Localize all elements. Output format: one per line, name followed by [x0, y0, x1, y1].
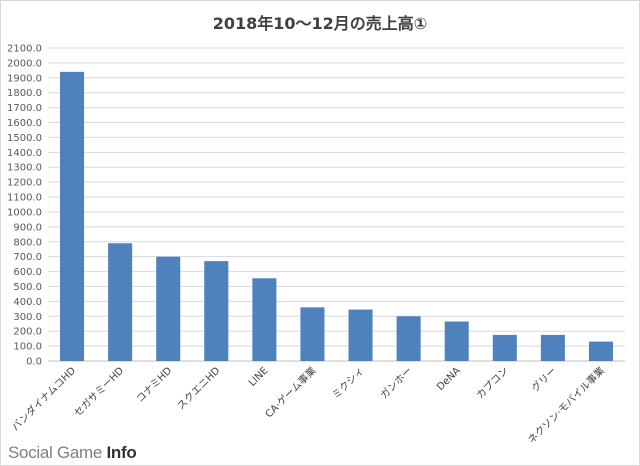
y-tick-label: 1300.0 — [7, 163, 42, 174]
y-tick-label: 500.0 — [13, 282, 42, 293]
y-tick-label: 400.0 — [13, 297, 42, 308]
y-tick-label: 1100.0 — [7, 193, 42, 204]
bar — [396, 316, 421, 361]
y-tick-label: 1800.0 — [7, 88, 42, 99]
logo-suffix: Info — [106, 443, 137, 462]
y-tick-label: 100.0 — [13, 342, 42, 353]
y-tick-label: 1700.0 — [7, 103, 42, 114]
y-tick-label: 1000.0 — [7, 207, 42, 218]
y-tick-label: 1400.0 — [7, 148, 42, 159]
y-tick-label: 2000.0 — [7, 58, 42, 69]
bar — [252, 278, 277, 361]
y-tick-label: 200.0 — [13, 327, 42, 338]
y-tick-label: 1200.0 — [7, 178, 42, 189]
bar — [492, 334, 517, 361]
bar — [588, 341, 613, 361]
y-tick-label: 1500.0 — [7, 133, 42, 144]
x-tick-label: セガサミーHD — [72, 364, 127, 419]
x-tick-label: カプコン — [474, 365, 511, 402]
y-tick-label: 300.0 — [13, 312, 42, 323]
y-tick-label: 1900.0 — [7, 73, 42, 84]
x-tick-label: CA·ゲーム事業 — [262, 364, 318, 420]
bar — [300, 307, 325, 361]
y-tick-label: 1600.0 — [7, 118, 42, 129]
x-tick-label: LINE — [247, 365, 271, 389]
x-tick-label: ネクソン·モバイル事業 — [525, 364, 607, 446]
y-tick-label: 0.0 — [26, 357, 42, 368]
gridlines — [48, 47, 625, 362]
bar — [348, 309, 373, 361]
chart-title: 2018年10〜12月の売上高① — [212, 14, 428, 33]
bar — [444, 321, 469, 361]
bar — [540, 334, 565, 361]
y-tick-label: 800.0 — [13, 237, 42, 248]
x-tick-label: DeNA — [435, 365, 463, 393]
logo-prefix: Social Game — [8, 443, 107, 462]
social-game-info-logo: Social Game Info — [8, 443, 137, 463]
y-tick-label: 900.0 — [13, 222, 42, 233]
x-tick-label: ミクシィ — [330, 365, 367, 402]
x-tick-label: ガンホー — [378, 365, 415, 402]
x-tick-label: グリー — [529, 364, 559, 394]
y-tick-label: 700.0 — [13, 252, 42, 263]
y-tick-label: 600.0 — [13, 267, 42, 278]
x-tick-label: バンダイナムコHD — [9, 364, 79, 434]
y-tick-labels: 0.0 100.0 200.0 300.0 400.0 500.0 600.0 700.0 80… — [7, 44, 42, 368]
bar — [204, 261, 229, 361]
bar — [156, 256, 181, 361]
x-tick-label: スクエニHD — [175, 364, 223, 412]
x-tick-label: コナミHD — [134, 364, 175, 405]
bars — [60, 71, 613, 361]
x-tick-labels: バンダイナムコHDセガサミーHD コナミHD スクエニHD LINECA·ゲーム事業ミ… — [9, 364, 607, 446]
bar — [108, 243, 133, 361]
bar — [60, 71, 85, 361]
y-tick-label: 2100.0 — [7, 44, 42, 55]
